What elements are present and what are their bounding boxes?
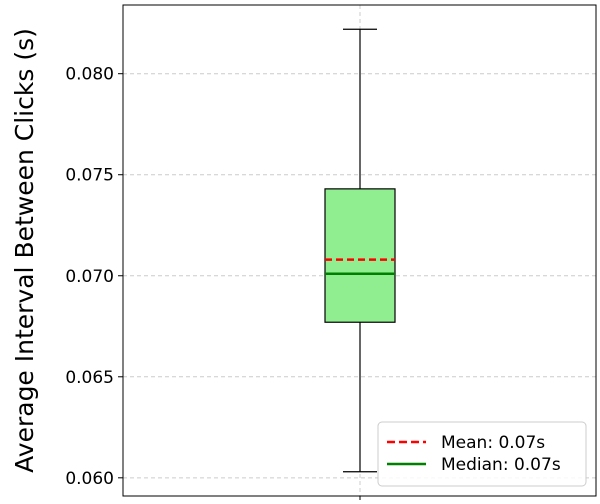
tick-layer: 0.060 0.065 0.070 0.075 0.080 [65,65,361,501]
y-tick-label: 0.070 [65,267,114,287]
box-layer [324,28,396,473]
y-tick-label: 0.060 [65,469,114,489]
y-tick-label: 0.075 [65,166,114,186]
legend-frame [377,421,587,487]
y-tick-label: 0.065 [65,368,114,388]
iqr-box [324,188,396,323]
y-tick-label: 0.080 [65,65,114,85]
legend-median-label: Median: 0.07s [441,455,561,475]
y-axis-label: Average Interval Between Clicks (s) [10,28,39,473]
legend-mean-label: Mean: 0.07s [441,433,545,453]
